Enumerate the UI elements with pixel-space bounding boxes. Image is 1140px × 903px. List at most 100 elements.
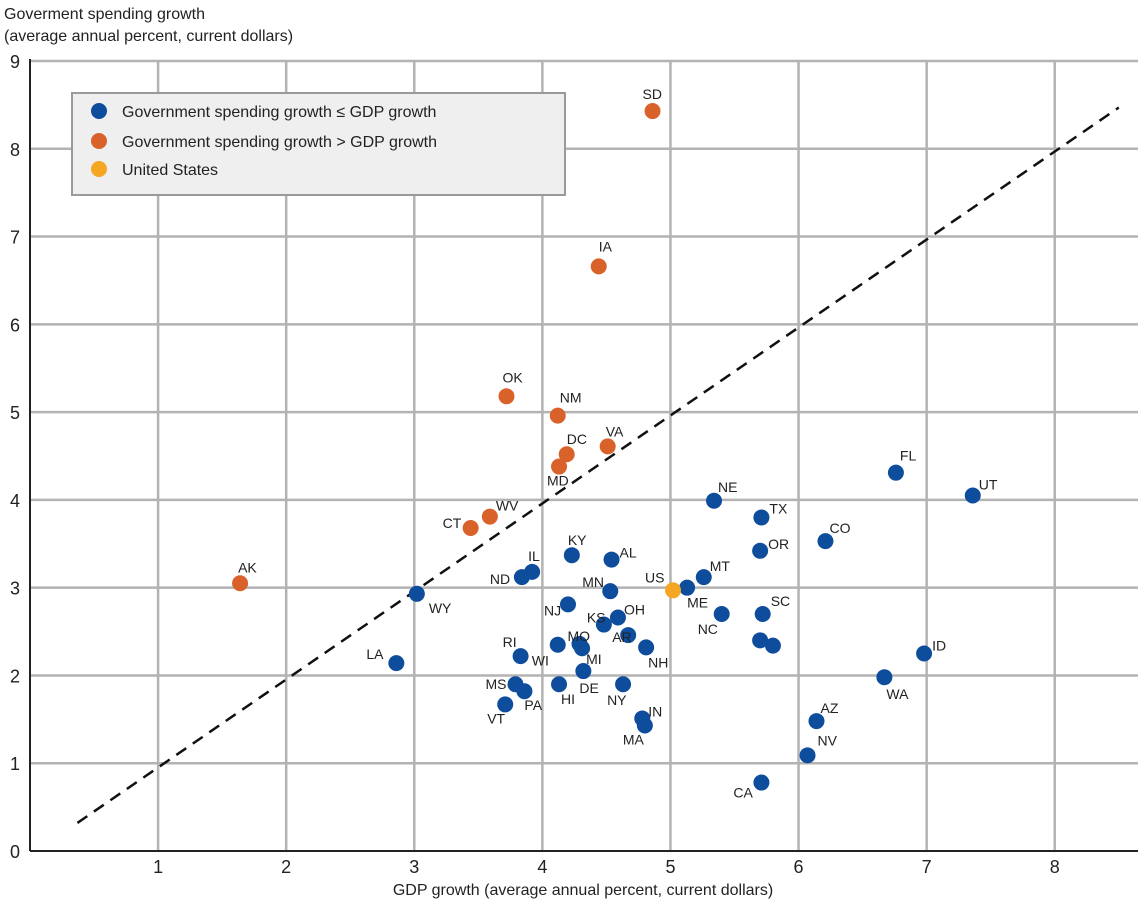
point-label-ar: AR xyxy=(612,629,631,645)
point-label-sd: SD xyxy=(643,86,662,102)
data-points xyxy=(232,103,981,791)
point-wv xyxy=(481,508,498,525)
point-hi xyxy=(551,676,568,693)
point-label-oh: OH xyxy=(624,602,645,618)
point-label-ct: CT xyxy=(443,515,462,531)
point-ky xyxy=(563,547,580,564)
point-wy xyxy=(408,585,425,602)
y-tick-label: 1 xyxy=(10,754,20,774)
y-tick-label: 8 xyxy=(10,140,20,160)
point-wa xyxy=(876,669,893,686)
point-la xyxy=(388,655,405,672)
point-nm xyxy=(549,407,566,424)
point-pa xyxy=(516,683,533,700)
x-axis-label: GDP growth (average annual percent, curr… xyxy=(393,882,773,899)
x-tick-label: 5 xyxy=(665,857,675,877)
y-tick-label: 6 xyxy=(10,315,20,335)
point-fl xyxy=(887,464,904,481)
x-tick-label: 2 xyxy=(281,857,291,877)
point-label-nj: NJ xyxy=(544,602,561,618)
x-tick-label: 6 xyxy=(794,857,804,877)
y-tick-label: 9 xyxy=(10,52,20,72)
point-label-ri: RI xyxy=(503,634,517,650)
point-label-nc: NC xyxy=(698,621,718,637)
point-ct xyxy=(462,519,479,536)
point-md xyxy=(551,458,568,475)
point-label-mo: MO xyxy=(568,628,591,644)
point-mt xyxy=(695,569,712,586)
y-tick-label: 0 xyxy=(10,842,20,862)
point-label-ms: MS xyxy=(485,676,506,692)
point-nh xyxy=(638,639,655,656)
point-label-sc: SC xyxy=(771,593,790,609)
point-ar xyxy=(620,627,637,644)
point-oh xyxy=(609,609,626,626)
point-va xyxy=(599,438,616,455)
point-tx xyxy=(753,509,770,526)
point-nd xyxy=(513,569,530,586)
point-label-me: ME xyxy=(687,595,708,611)
point-label-az: AZ xyxy=(820,700,838,716)
point-label-de: DE xyxy=(579,680,598,696)
point-label-va: VA xyxy=(606,423,624,439)
reference-line-group xyxy=(76,106,1120,824)
point-dc xyxy=(558,446,575,463)
legend-entry-us: United States xyxy=(122,162,218,179)
point-label-vt: VT xyxy=(487,710,505,726)
point-label-pa: PA xyxy=(524,697,542,713)
y-tick-label: 3 xyxy=(10,579,20,599)
x-tick-label: 7 xyxy=(922,857,932,877)
point-label-nv: NV xyxy=(818,732,838,748)
y-tick-label: 4 xyxy=(10,491,20,511)
point-label-wy: WY xyxy=(429,600,452,616)
point-sd xyxy=(644,103,661,120)
legend-box xyxy=(71,92,566,196)
point-unlabeled xyxy=(752,632,769,649)
point-al xyxy=(603,551,620,568)
legend-marker-below xyxy=(91,103,107,119)
point-label-dc: DC xyxy=(567,431,587,447)
y-tick-label: 2 xyxy=(10,666,20,686)
legend-entry-above: Government spending growth > GDP growth xyxy=(122,134,437,151)
point-ri xyxy=(512,648,529,665)
legend-marker-above xyxy=(91,133,107,149)
point-ma xyxy=(636,717,653,734)
y-tick-label: 5 xyxy=(10,403,20,423)
point-ca xyxy=(753,774,770,791)
legend: Government spending growth ≤ GDP growth … xyxy=(71,92,566,196)
point-mi xyxy=(574,640,591,657)
axes xyxy=(29,59,1138,852)
point-label-tx: TX xyxy=(769,500,788,516)
point-ak xyxy=(232,575,249,592)
point-label-nh: NH xyxy=(648,654,668,670)
point-label-ia: IA xyxy=(599,238,613,254)
point-label-in: IN xyxy=(648,703,662,719)
point-nv xyxy=(799,747,816,764)
point-label-ks: KS xyxy=(587,610,606,626)
legend-entry-below: Government spending growth ≤ GDP growth xyxy=(122,104,436,121)
point-az xyxy=(808,713,825,730)
point-ks xyxy=(595,616,612,633)
point-ne xyxy=(706,492,723,509)
x-tick-label: 4 xyxy=(537,857,547,877)
point-unlabeled xyxy=(764,637,781,654)
point-ut xyxy=(964,487,981,504)
point-label-wa: WA xyxy=(886,686,909,702)
point-id xyxy=(916,645,933,662)
y-tick-label: 7 xyxy=(10,228,20,248)
point-ny xyxy=(615,676,632,693)
point-label-ok: OK xyxy=(503,369,524,385)
point-label-ca: CA xyxy=(733,785,753,801)
x-tick-label: 8 xyxy=(1050,857,1060,877)
point-wi xyxy=(549,636,566,653)
point-de xyxy=(575,663,592,680)
point-label-il: IL xyxy=(528,548,540,564)
point-label-ak: AK xyxy=(238,559,257,575)
point-label-nd: ND xyxy=(490,571,510,587)
point-label-id: ID xyxy=(932,638,946,654)
point-mn xyxy=(602,583,619,600)
y-axis-label-line-2: (average annual percent, current dollars… xyxy=(4,28,293,45)
tick-labels: 1 2 3 4 5 6 7 8 0 1 2 3 4 5 6 7 8 9 xyxy=(10,52,1060,877)
